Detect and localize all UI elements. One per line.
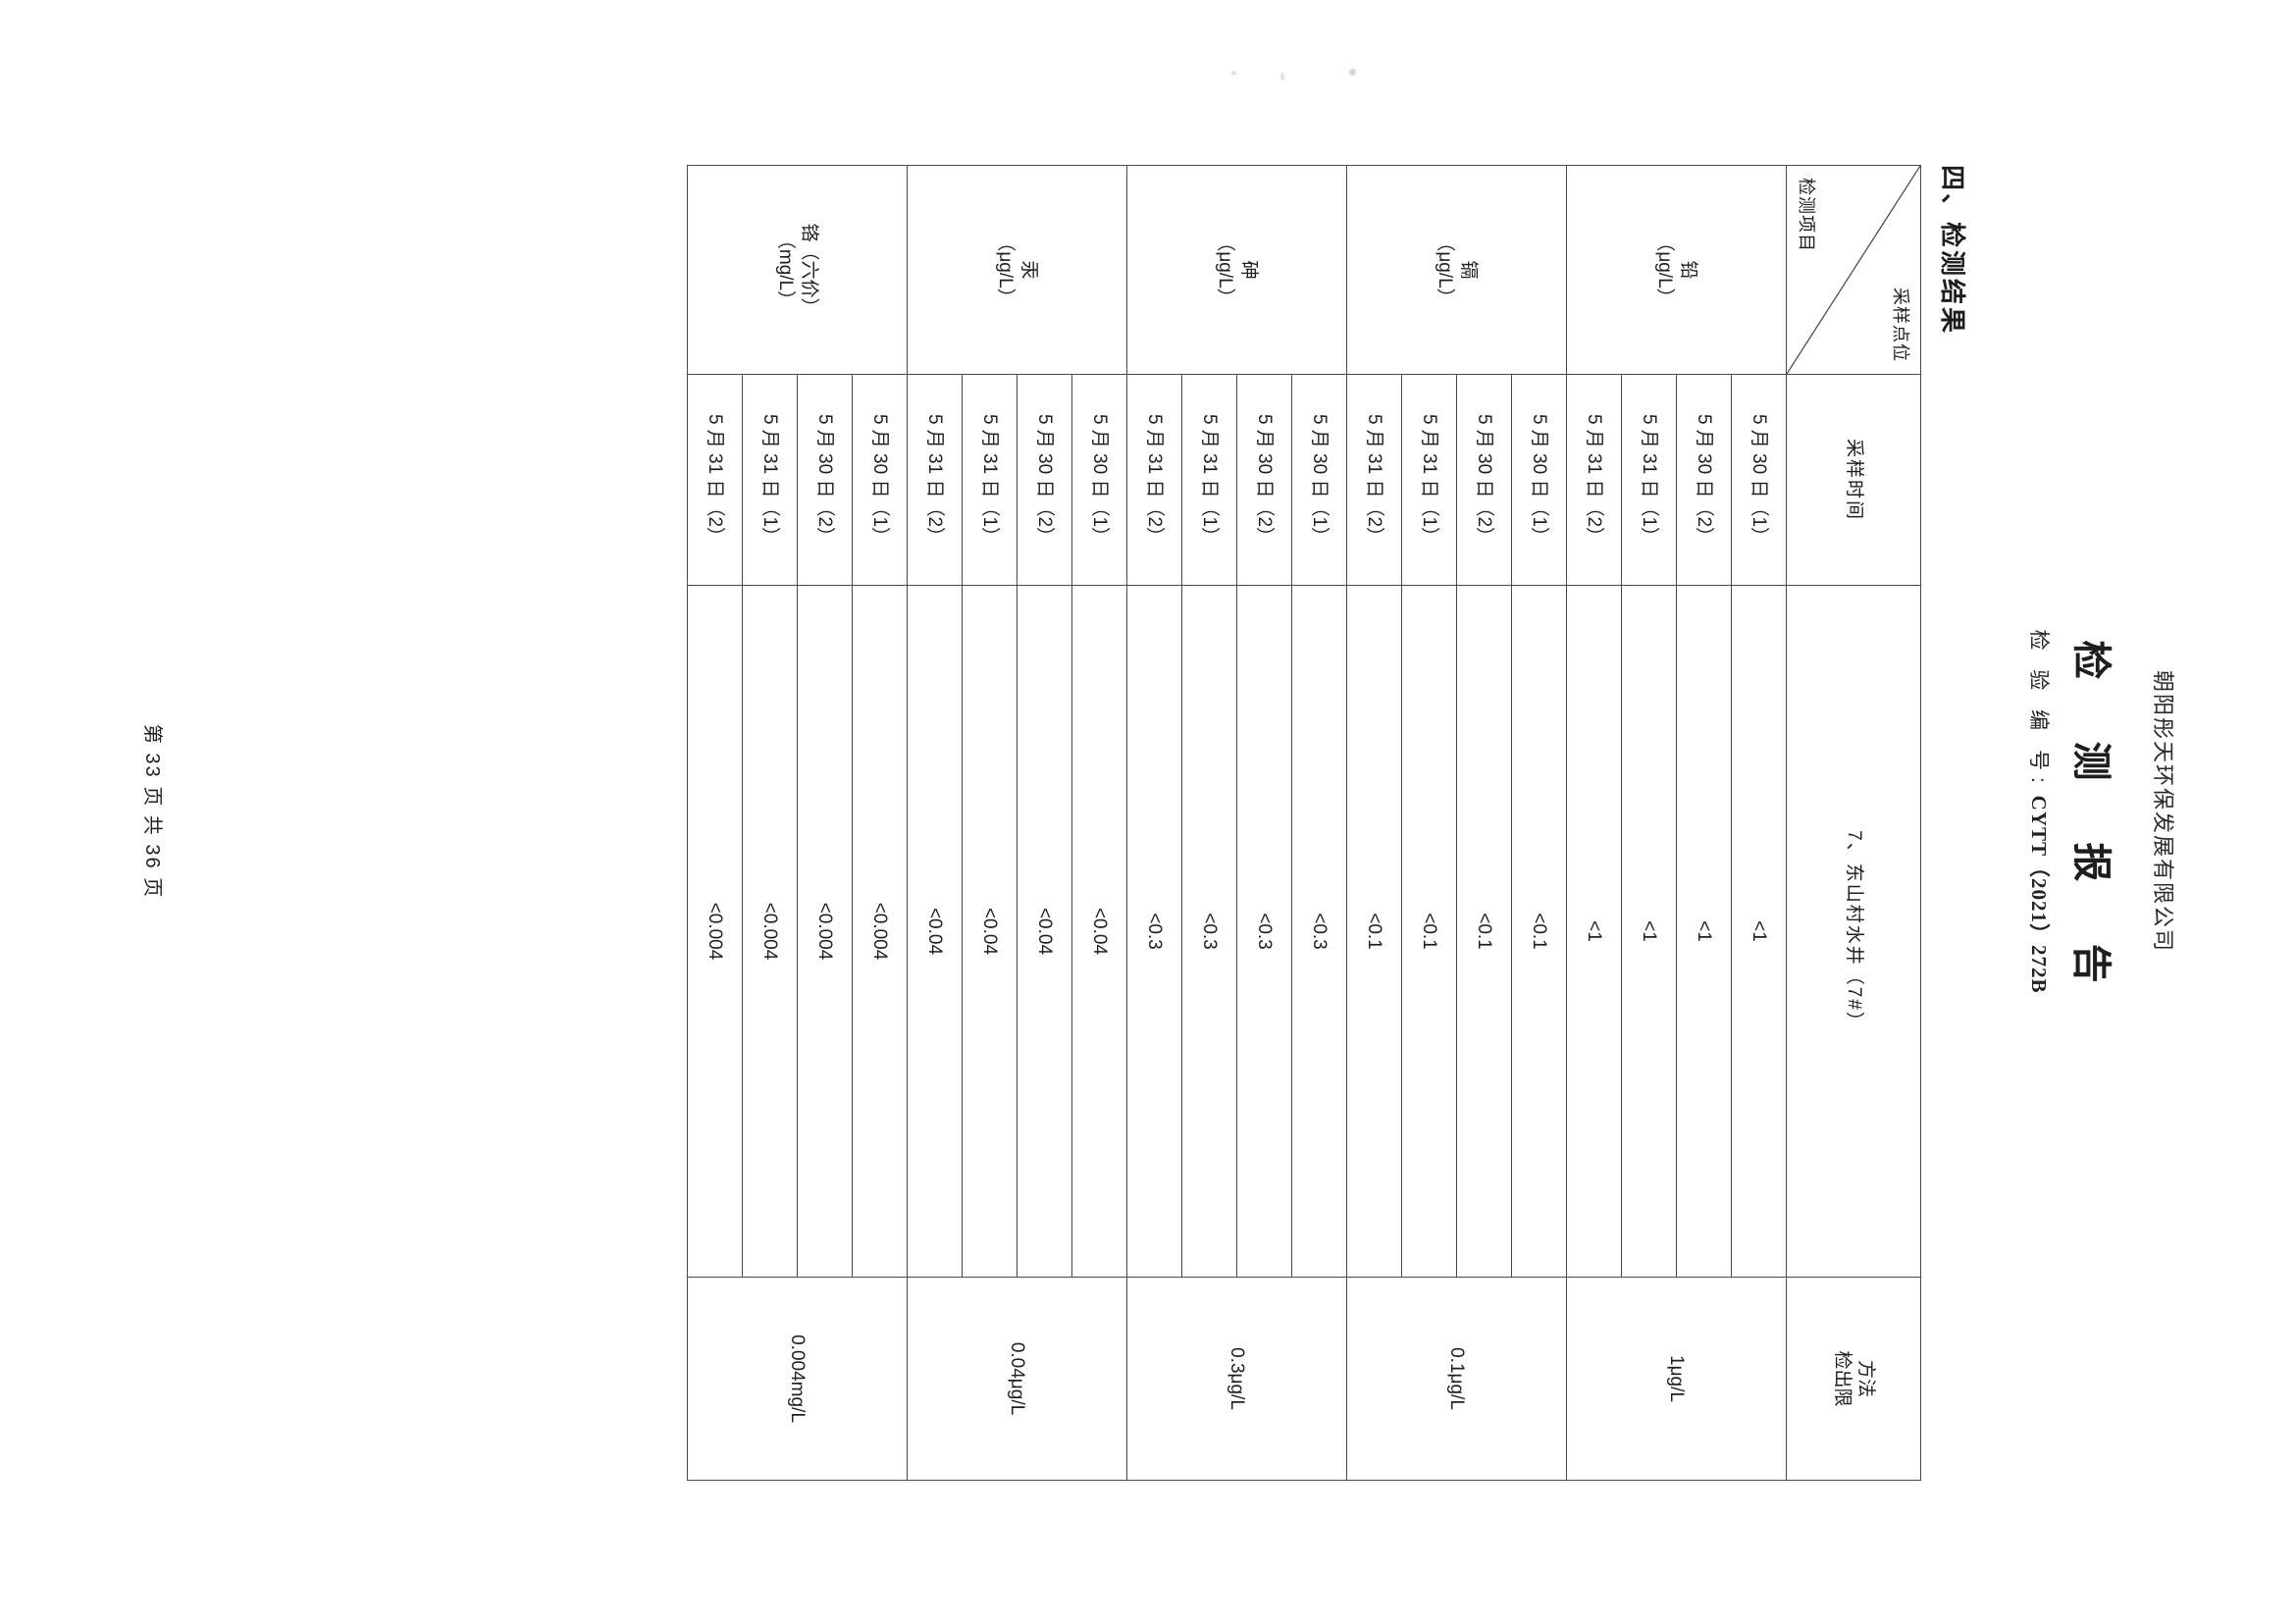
- sample-time-cell: 5 月 30 日（2）: [1236, 374, 1292, 586]
- report-number-value: CYTT（2021）272B: [2027, 795, 2051, 994]
- table-corner-header: 采样点位 检测项目: [1786, 165, 1921, 375]
- measured-value-cell: <1: [1676, 585, 1732, 1278]
- sample-time-cell: 5 月 30 日（1）: [1511, 374, 1567, 586]
- sample-time-cell: 5 月 30 日（2）: [1676, 374, 1732, 586]
- parameter-unit: （μg/L）: [1215, 233, 1236, 307]
- table-header-method-detection-limit: 方法 检出限: [1786, 1277, 1921, 1481]
- report-number-row: 检 验 编 号: CYTT（2021）272B: [2025, 0, 2055, 1623]
- sample-time-cell: 5 月 31 日（1）: [1621, 374, 1677, 586]
- sample-time-cell: 5 月 30 日（2）: [1017, 374, 1072, 586]
- corner-label-item: 检测项目: [1797, 178, 1817, 252]
- sample-time-cell: 5 月 30 日（2）: [797, 374, 853, 586]
- table-row: 砷（μg/L） 5 月 30 日（1） <0.3 0.3μg/L: [1126, 165, 1347, 1481]
- measured-value-cell: <1: [1566, 585, 1622, 1278]
- detection-limit-cell: 1μg/L: [1566, 1277, 1787, 1481]
- parameter-name: 汞: [1018, 260, 1040, 280]
- company-name: 朝阳彤天环保发展有限公司: [2151, 669, 2175, 953]
- mdl-header-line-2: 检出限: [1832, 1350, 1852, 1407]
- sample-time-cell: 5 月 30 日（1）: [1291, 374, 1347, 586]
- sample-time-cell: 5 月 31 日（1）: [1181, 374, 1237, 586]
- measured-value-cell: <0.04: [907, 585, 963, 1278]
- detection-limit-cell: 0.04μg/L: [907, 1277, 1127, 1481]
- parameter-unit: （mg/L）: [775, 230, 797, 310]
- scan-speckle: [1231, 71, 1236, 76]
- measured-value-cell: <0.004: [687, 585, 743, 1278]
- measured-value-cell: <0.004: [742, 585, 798, 1278]
- measured-value-cell: <0.3: [1236, 585, 1292, 1278]
- parameter-cell: 铬（六价） （mg/L）: [687, 165, 908, 375]
- sample-time-cell: 5 月 30 日（1）: [1731, 374, 1787, 586]
- table-row: 汞（μg/L） 5 月 30 日（1） <0.04 0.04μg/L: [907, 165, 1127, 1481]
- parameter-unit: （μg/L）: [1654, 233, 1676, 307]
- detection-limit-cell: 0.004mg/L: [687, 1277, 908, 1481]
- measured-value-cell: <0.1: [1456, 585, 1512, 1278]
- measured-value-cell: <1: [1731, 585, 1787, 1278]
- parameter-name: 镉: [1458, 260, 1480, 280]
- sample-time-cell: 5 月 30 日（1）: [1071, 374, 1127, 586]
- measured-value-cell: <0.004: [852, 585, 908, 1278]
- parameter-cell: 铅（μg/L）: [1566, 165, 1787, 375]
- sample-time-cell: 5 月 31 日（1）: [1401, 374, 1457, 586]
- measured-value-cell: <0.1: [1401, 585, 1457, 1278]
- measured-value-cell: <0.1: [1346, 585, 1402, 1278]
- measured-value-cell: <0.04: [1071, 585, 1127, 1278]
- sample-time-cell: 5 月 30 日（2）: [1456, 374, 1512, 586]
- table-header-sample-point-name: 7、东山村水井（7#）: [1786, 585, 1921, 1278]
- page-footer: 第 33 页 共 36 页: [141, 723, 163, 900]
- sample-time-cell: 5 月 31 日（2）: [907, 374, 963, 586]
- measured-value-cell: <1: [1621, 585, 1677, 1278]
- parameter-cell: 镉（μg/L）: [1346, 165, 1567, 375]
- detection-limit-cell: 0.3μg/L: [1126, 1277, 1347, 1481]
- report-number-label: 检 验 编 号:: [2027, 629, 2050, 790]
- scan-speckle: [1349, 69, 1356, 76]
- parameter-unit: （μg/L）: [1435, 233, 1456, 307]
- table-header-sample-time: 采样时间: [1786, 374, 1921, 586]
- measured-value-cell: <0.3: [1126, 585, 1182, 1278]
- parameter-name: 砷: [1238, 260, 1260, 280]
- report-title: 检 测 报 告: [2069, 640, 2113, 1009]
- measured-value-cell: <0.04: [1017, 585, 1072, 1278]
- results-table: 采样点位 检测项目 采样时间 7、东山村水井（7#） 方法 检出限铅（μg/L） 5 月 3…: [687, 165, 1921, 1481]
- sample-time-cell: 5 月 30 日（1）: [852, 374, 908, 586]
- measured-value-cell: <0.3: [1291, 585, 1347, 1278]
- sample-time-cell: 5 月 31 日（1）: [962, 374, 1018, 586]
- parameter-unit: （μg/L）: [995, 233, 1017, 307]
- sample-time-cell: 5 月 31 日（2）: [1126, 374, 1182, 586]
- parameter-name: 铅: [1678, 260, 1699, 280]
- detection-limit-cell: 0.1μg/L: [1346, 1277, 1567, 1481]
- parameter-name: 铬（六价）: [799, 223, 820, 317]
- table-row: 铅（μg/L） 5 月 30 日（1） <1 1μg/L: [1566, 165, 1787, 1481]
- parameter-cell: 汞（μg/L）: [907, 165, 1127, 375]
- measured-value-cell: <0.3: [1181, 585, 1237, 1278]
- sample-time-cell: 5 月 31 日（2）: [1566, 374, 1622, 586]
- sample-time-cell: 5 月 31 日（2）: [1346, 374, 1402, 586]
- results-table-container: 采样点位 检测项目 采样时间 7、东山村水井（7#） 方法 检出限铅（μg/L） 5 月 3…: [687, 165, 1921, 1481]
- section-heading-results: 四、检测结果: [1938, 165, 1967, 337]
- corner-label-sample-point: 采样点位: [1891, 288, 1910, 362]
- parameter-cell: 砷（μg/L）: [1126, 165, 1347, 375]
- sample-time-cell: 5 月 31 日（1）: [742, 374, 798, 586]
- mdl-header-line-1: 方法: [1854, 1359, 1876, 1397]
- measured-value-cell: <0.1: [1511, 585, 1567, 1278]
- table-row: 镉（μg/L） 5 月 30 日（1） <0.1 0.1μg/L: [1346, 165, 1567, 1481]
- scan-speckle: [1280, 73, 1284, 80]
- measured-value-cell: <0.004: [797, 585, 853, 1278]
- measured-value-cell: <0.04: [962, 585, 1018, 1278]
- sample-time-cell: 5 月 31 日（2）: [687, 374, 743, 586]
- table-row: 铬（六价） （mg/L） 5 月 30 日（1） <0.004 0.004mg/L: [687, 165, 908, 1481]
